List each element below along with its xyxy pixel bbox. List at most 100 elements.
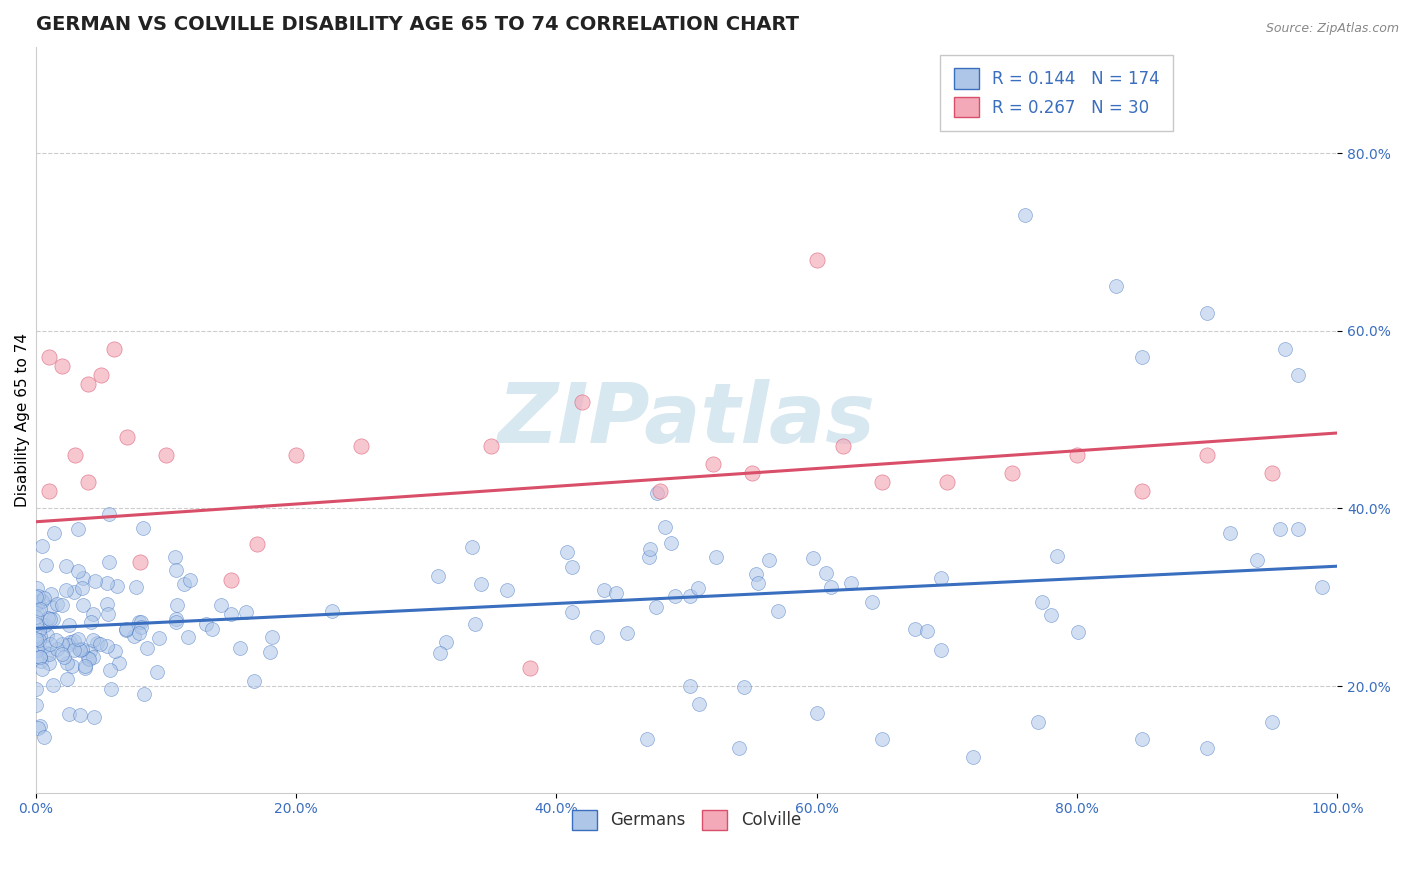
Point bbox=[25, 682, 48, 697]
Point bbox=[39, 586, 62, 600]
Point bbox=[434, 635, 457, 649]
Point bbox=[60, 659, 83, 673]
Point bbox=[115, 623, 138, 637]
Point bbox=[235, 605, 257, 619]
Point bbox=[72, 598, 94, 612]
Point bbox=[25, 610, 48, 624]
Point bbox=[132, 521, 155, 535]
Point bbox=[129, 615, 152, 630]
Point bbox=[464, 617, 486, 632]
Point bbox=[704, 550, 727, 565]
Point bbox=[146, 665, 169, 679]
Point bbox=[28, 623, 51, 637]
Point bbox=[125, 580, 148, 594]
Point bbox=[228, 641, 250, 656]
Point bbox=[1014, 208, 1036, 222]
Point bbox=[98, 507, 121, 521]
Point bbox=[51, 647, 73, 661]
Point bbox=[67, 564, 90, 578]
Point bbox=[1040, 608, 1063, 623]
Point bbox=[37, 646, 59, 660]
Point bbox=[56, 672, 79, 686]
Point bbox=[1310, 581, 1333, 595]
Point bbox=[115, 430, 138, 444]
Point bbox=[637, 550, 659, 565]
Point bbox=[83, 710, 105, 724]
Point bbox=[650, 483, 672, 498]
Point bbox=[31, 662, 53, 676]
Point bbox=[561, 560, 583, 574]
Point bbox=[688, 581, 710, 595]
Point bbox=[77, 652, 100, 666]
Point bbox=[1219, 525, 1241, 540]
Point bbox=[747, 575, 769, 590]
Point bbox=[165, 615, 187, 629]
Point bbox=[30, 601, 52, 615]
Point bbox=[758, 553, 780, 567]
Point bbox=[221, 607, 243, 621]
Point bbox=[219, 573, 242, 587]
Point bbox=[929, 643, 952, 657]
Point bbox=[38, 656, 60, 670]
Point bbox=[45, 642, 67, 657]
Point bbox=[148, 631, 170, 645]
Point bbox=[67, 522, 90, 536]
Point bbox=[98, 555, 121, 569]
Point bbox=[870, 475, 893, 489]
Point bbox=[51, 599, 73, 613]
Point bbox=[38, 612, 60, 626]
Point bbox=[904, 622, 927, 636]
Point bbox=[1197, 306, 1219, 320]
Point bbox=[461, 540, 484, 554]
Point bbox=[177, 630, 200, 644]
Point bbox=[55, 559, 77, 574]
Point bbox=[128, 555, 150, 569]
Point bbox=[72, 571, 94, 585]
Point bbox=[128, 626, 150, 640]
Point bbox=[75, 659, 97, 673]
Point bbox=[51, 637, 73, 651]
Point bbox=[62, 634, 84, 648]
Point bbox=[179, 573, 201, 587]
Point bbox=[24, 616, 46, 631]
Point bbox=[659, 535, 682, 549]
Point bbox=[45, 633, 67, 648]
Point bbox=[195, 617, 218, 632]
Text: GERMAN VS COLVILLE DISABILITY AGE 65 TO 74 CORRELATION CHART: GERMAN VS COLVILLE DISABILITY AGE 65 TO … bbox=[35, 15, 799, 34]
Point bbox=[27, 721, 49, 735]
Point bbox=[1286, 368, 1309, 383]
Point bbox=[1261, 714, 1284, 729]
Point bbox=[645, 599, 668, 614]
Point bbox=[45, 597, 67, 611]
Point bbox=[1246, 553, 1268, 567]
Point bbox=[67, 641, 90, 656]
Point bbox=[76, 377, 98, 392]
Point bbox=[84, 574, 107, 589]
Point bbox=[1066, 448, 1088, 462]
Point bbox=[89, 637, 111, 651]
Point bbox=[82, 632, 104, 647]
Point bbox=[284, 448, 307, 462]
Point bbox=[744, 566, 766, 581]
Point bbox=[38, 648, 60, 662]
Point bbox=[25, 581, 48, 595]
Point bbox=[34, 617, 56, 632]
Point bbox=[132, 687, 155, 701]
Point bbox=[702, 457, 724, 471]
Point bbox=[25, 643, 48, 657]
Point bbox=[105, 579, 128, 593]
Point bbox=[82, 649, 104, 664]
Point bbox=[129, 620, 152, 634]
Point bbox=[37, 628, 59, 642]
Point bbox=[801, 550, 824, 565]
Point bbox=[86, 636, 108, 650]
Y-axis label: Disability Age 65 to 74: Disability Age 65 to 74 bbox=[15, 333, 30, 507]
Point bbox=[124, 629, 146, 643]
Point bbox=[585, 630, 607, 644]
Point bbox=[243, 674, 266, 689]
Point bbox=[1130, 483, 1153, 498]
Point bbox=[24, 632, 46, 647]
Point bbox=[1274, 342, 1296, 356]
Point bbox=[103, 342, 125, 356]
Point bbox=[555, 544, 578, 558]
